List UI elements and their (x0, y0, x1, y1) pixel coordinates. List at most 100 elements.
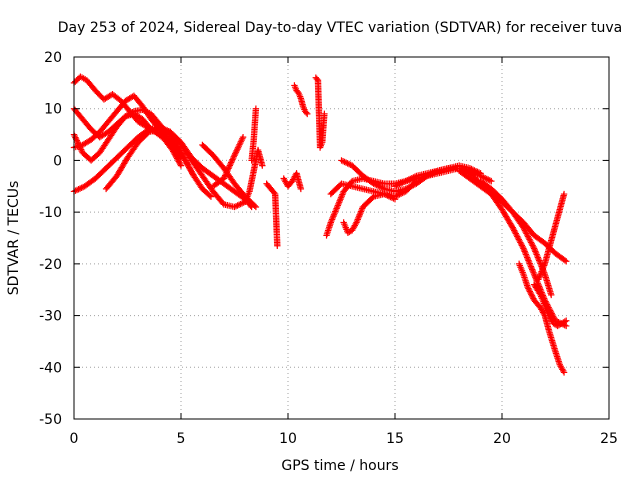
data-point-fill (534, 252, 541, 260)
data-point (488, 177, 495, 185)
data-point-fill (222, 170, 230, 178)
data-point-fill (223, 168, 231, 175)
data-point-fill (529, 242, 536, 249)
data-point-fill (524, 233, 532, 240)
x-tick-label: 0 (70, 431, 79, 447)
data-point-fill (385, 193, 393, 200)
data-point-fill (382, 191, 390, 198)
x-tick-label: 15 (386, 431, 404, 447)
data-point-fill (404, 177, 411, 184)
data-point-fill (518, 242, 526, 249)
data-point-fill (221, 172, 229, 179)
data-point-fill (524, 255, 532, 263)
data-point-fill (384, 192, 391, 199)
data-point-fill (523, 230, 530, 237)
y-tick-label: -30 (39, 309, 62, 325)
data-point-fill (525, 285, 532, 292)
data-point-fill (227, 160, 234, 168)
data-point (370, 180, 377, 187)
data-point (252, 203, 260, 211)
data-point-fill (528, 291, 535, 298)
y-tick-label: -20 (39, 257, 62, 273)
data-point-fill (561, 318, 568, 325)
x-tick-label: 25 (600, 431, 618, 447)
data-point-fill (234, 202, 241, 209)
data-point-fill (481, 174, 489, 182)
y-tick-label: -10 (39, 205, 62, 221)
data-point-fill (527, 263, 535, 270)
data-point-fill (72, 134, 79, 141)
data-point-fill (410, 174, 417, 181)
x-tick-label: 10 (279, 431, 297, 447)
data-point-fill (531, 246, 538, 254)
data-point-fill (474, 168, 481, 176)
data-point-fill (239, 135, 246, 142)
data-point-fill (530, 243, 537, 251)
data-point-fill (232, 149, 240, 156)
data-point-fill (376, 183, 383, 190)
data-point-fill (71, 132, 78, 140)
data-point-fill (235, 201, 243, 208)
data-point-fill (485, 176, 492, 183)
data-point-fill (519, 243, 526, 251)
data-point (563, 317, 570, 324)
data-point (530, 271, 538, 278)
data-point-fill (486, 177, 493, 184)
data-point-fill (535, 255, 542, 263)
y-tick-label: 0 (53, 153, 62, 169)
data-point-fill (514, 233, 521, 240)
data-point (381, 190, 388, 198)
data-point-fill (536, 290, 543, 297)
data-point-fill (228, 157, 236, 165)
data-point (560, 369, 568, 376)
data-point-fill (399, 179, 406, 186)
plot-frame (73, 56, 610, 420)
data-point-fill (399, 189, 406, 197)
data-point-fill (342, 159, 350, 166)
data-point-fill (522, 228, 529, 236)
data-point-fill (394, 181, 402, 189)
data-point-fill (561, 257, 569, 264)
data-point-fill (511, 228, 519, 236)
data-point-fill (528, 292, 536, 299)
data-point (548, 291, 555, 299)
data-point-fill (517, 240, 525, 248)
data-point-fill (469, 166, 477, 173)
data-point-fill (224, 166, 232, 174)
data-point-fill (251, 202, 258, 210)
data-point-fill (512, 230, 519, 237)
data-point-fill (525, 257, 532, 264)
data-point-fill (526, 288, 534, 295)
data-point-fill (523, 252, 530, 260)
data-point-fill (480, 174, 487, 181)
data-point-fill (397, 180, 405, 187)
data-point (391, 183, 399, 190)
data-point-fill (520, 246, 528, 254)
data-point-fill (397, 190, 405, 197)
data-point-fill (371, 181, 379, 188)
data-point-fill (515, 236, 523, 243)
data-point-fill (528, 240, 536, 248)
data-point-fill (229, 156, 236, 163)
x-tick-label: 20 (493, 431, 511, 447)
data-point-fill (237, 200, 244, 208)
data-point-fill (313, 75, 321, 83)
data-point-fill (521, 248, 528, 255)
data-point-fill (521, 227, 529, 234)
data-point-fill (378, 184, 385, 191)
data-point-fill (176, 153, 184, 160)
data-point (297, 185, 305, 193)
data-point-fill (237, 138, 245, 145)
data-point-fill (234, 146, 241, 153)
data-point (252, 105, 260, 112)
data-point-fill (400, 178, 408, 186)
data-point-fill (529, 266, 536, 273)
data-point-fill (532, 249, 540, 257)
data-point (402, 177, 409, 185)
data-point (231, 152, 238, 159)
data-point-fill (225, 163, 233, 171)
data-point-fill (221, 173, 228, 181)
data-point-fill (530, 269, 537, 276)
data-point-fill (232, 203, 240, 210)
